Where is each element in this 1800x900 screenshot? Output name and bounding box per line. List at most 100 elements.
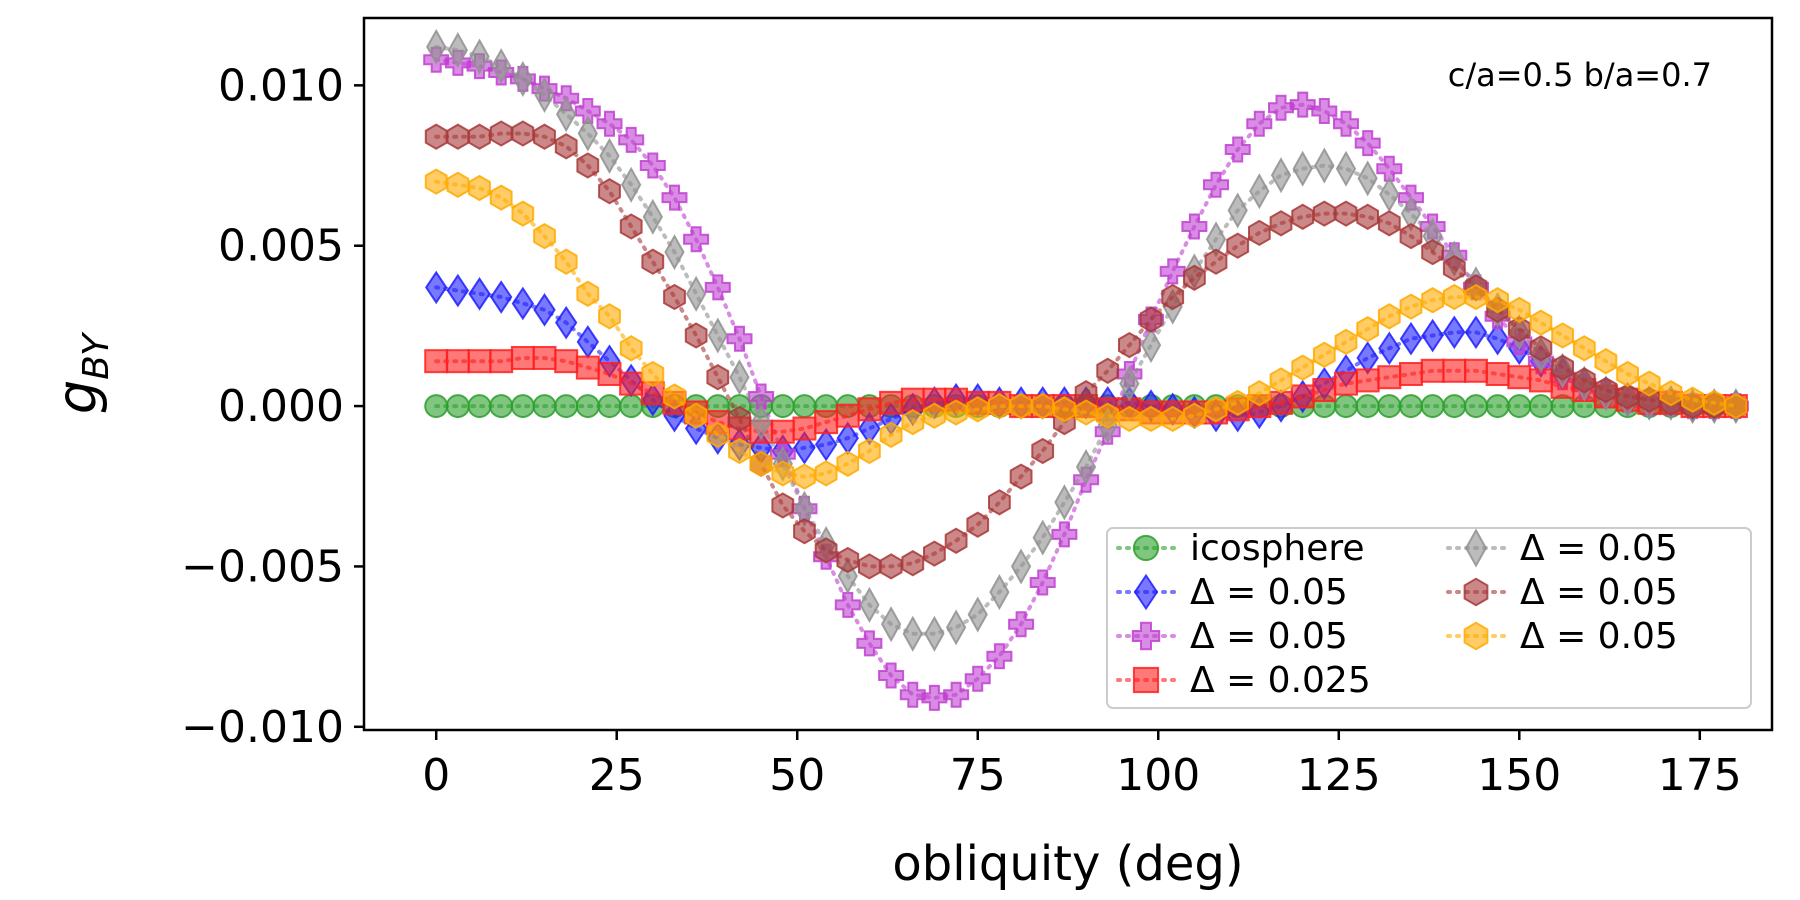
- data-point: [1312, 341, 1336, 368]
- data-point: [1616, 383, 1639, 410]
- data-point: [1443, 315, 1466, 350]
- plot-frame: [362, 16, 1774, 732]
- data-point: [880, 606, 902, 643]
- data-point: [1442, 394, 1467, 419]
- data-point: [532, 345, 557, 370]
- data-point: [576, 152, 600, 179]
- data-point: [491, 48, 512, 85]
- data-point: [858, 437, 881, 465]
- data-point: [424, 349, 449, 374]
- data-point: [533, 293, 556, 327]
- legend-marker: [1133, 573, 1159, 611]
- data-point: [1377, 303, 1401, 330]
- data-point: [575, 394, 600, 419]
- data-point: [988, 489, 1011, 516]
- data-point: [967, 596, 988, 633]
- data-point: [1269, 367, 1293, 394]
- data-point: [1551, 322, 1574, 349]
- data-point: [1485, 362, 1510, 386]
- data-point: [1333, 371, 1358, 396]
- data-point: [426, 28, 447, 65]
- data-point: [1159, 258, 1186, 285]
- data-point: [1616, 360, 1639, 388]
- x-tick-label: 75: [950, 750, 1006, 801]
- data-point: [1486, 287, 1509, 314]
- data-point: [1248, 219, 1271, 247]
- legend-item: Δ = 0.05: [1116, 616, 1348, 657]
- data-point: [511, 120, 535, 147]
- data-point: [1355, 368, 1380, 393]
- data-point: [986, 643, 1013, 670]
- data-point: [576, 280, 600, 307]
- data-point: [554, 394, 579, 419]
- data-point: [1398, 394, 1423, 419]
- data-point: [771, 460, 795, 487]
- data-point: [1226, 389, 1250, 417]
- legend-label: Δ = 0.025: [1190, 660, 1371, 701]
- data-point: [1377, 365, 1402, 390]
- x-tick-label: 100: [1116, 750, 1200, 801]
- legend-label: Δ = 0.05: [1520, 616, 1678, 657]
- data-point: [814, 537, 838, 564]
- legend-marker: [1463, 621, 1489, 651]
- data-point: [1204, 396, 1228, 423]
- data-point: [1356, 203, 1379, 230]
- x-tick-label: 0: [422, 750, 450, 801]
- data-point: [1139, 405, 1163, 433]
- data-point: [879, 553, 903, 580]
- data-point: [728, 437, 751, 465]
- data-point: [793, 463, 816, 490]
- data-point: [814, 460, 838, 487]
- series-6: [424, 168, 1748, 490]
- data-point: [468, 277, 491, 311]
- data-point: [1140, 327, 1162, 364]
- data-point: [835, 403, 860, 428]
- data-point: [468, 123, 491, 150]
- legend-item: Δ = 0.05: [1446, 616, 1678, 657]
- data-point: [1227, 192, 1248, 229]
- data-point: [879, 421, 903, 449]
- data-point: [445, 394, 470, 419]
- data-point: [1161, 283, 1185, 311]
- chart-annotation: c/a=0.5 b/a=0.7: [1448, 56, 1712, 94]
- data-point: [1183, 402, 1206, 429]
- data-point: [989, 574, 1010, 611]
- data-point: [1139, 306, 1163, 333]
- data-point: [642, 198, 663, 235]
- data-point: [1096, 402, 1120, 429]
- data-point: [1009, 392, 1033, 420]
- data-point: [1398, 362, 1423, 386]
- data-point: [574, 98, 601, 124]
- data-point: [1378, 331, 1401, 366]
- data-point: [469, 38, 490, 75]
- data-point: [1289, 91, 1316, 118]
- data-point: [1051, 521, 1078, 548]
- data-point: [489, 280, 513, 314]
- data-point: [1702, 389, 1726, 417]
- data-point: [1226, 232, 1250, 259]
- data-point: [424, 123, 448, 150]
- data-point: [1269, 210, 1293, 237]
- data-point: [944, 399, 968, 426]
- data-point: [468, 174, 491, 202]
- data-point: [619, 213, 643, 240]
- data-point: [1314, 147, 1335, 184]
- data-point: [793, 518, 816, 545]
- data-point: [510, 345, 535, 370]
- y-tick-label: −0.010: [181, 702, 344, 753]
- data-point: [966, 396, 990, 423]
- data-point: [1269, 390, 1294, 415]
- data-point: [859, 586, 880, 623]
- data-point: [1031, 392, 1055, 420]
- legend-marker: [1463, 577, 1489, 607]
- data-point: [556, 96, 577, 133]
- data-point: [923, 402, 946, 429]
- legend-item: Δ = 0.05: [1446, 528, 1678, 569]
- data-point: [1421, 238, 1444, 266]
- data-point: [532, 394, 557, 419]
- legend-marker: [1131, 621, 1161, 651]
- data-point: [683, 226, 710, 253]
- data-point: [1724, 392, 1748, 420]
- data-point: [467, 349, 492, 374]
- data-point: [597, 394, 622, 419]
